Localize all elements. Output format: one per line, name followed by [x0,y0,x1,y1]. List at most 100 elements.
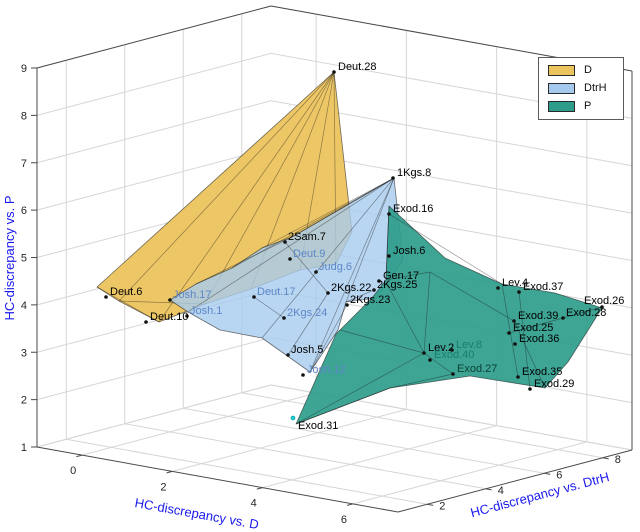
point-marker [391,176,395,180]
legend-label-d: D [584,64,592,76]
y-axis-label: HC-discrepancy vs. DtrH [469,469,611,520]
grid-line-x [172,408,407,472]
point-label: 2Kgs.23 [350,294,390,306]
point-marker [286,353,290,357]
point-marker [301,373,305,377]
grid-line-y [241,392,603,459]
point-marker [387,254,391,258]
mesh-edge-p [508,317,564,334]
grid-line-x [352,441,588,505]
grid-line-z [36,337,272,401]
point-label: Exod.35 [522,366,562,378]
point-marker [282,316,286,320]
point-label: Exod.39 [518,310,558,322]
surface-p [295,205,603,425]
z-tick-label: 1 [21,442,27,454]
mesh-edge-p [562,306,603,319]
mesh-edge-dtrh [291,177,395,238]
y-tick-mark [427,503,434,506]
grid-line-y [66,438,428,505]
mesh-edge-dtrh [261,177,395,249]
y-tick-label: 8 [615,454,621,466]
mesh-edge-p [295,352,425,425]
point-label: Lev.8 [456,339,482,351]
mesh-edge-p [389,373,454,389]
point-label: 2Kgs.25 [377,279,417,291]
x-tick-mark [256,487,263,490]
z-axis-label: HC-discrepancy vs. P [2,196,17,321]
mesh-edge-p [385,281,425,354]
z-tick-label: 9 [21,63,27,75]
mesh-edge-dtrh [309,177,395,373]
grid-line-y [124,423,486,490]
point-label: Exod.25 [513,322,553,334]
point-label: Exod.27 [457,363,497,375]
mesh-edge-p [423,271,431,354]
mesh-edge-dtrh [195,236,293,285]
y-tick-label: 2 [439,500,445,512]
point-label: Gen.17 [383,270,419,282]
point-label: Lev.2 [428,342,454,354]
point-marker [288,257,292,261]
point-label: Deut.9 [293,248,325,260]
grid-line-z [36,100,272,164]
point-marker [422,351,426,355]
mesh-edge-p [295,387,391,425]
point-marker [372,288,376,292]
mesh-edge-p [339,329,425,354]
point-label: Deut.17 [257,286,296,298]
y-tick-mark [602,457,609,460]
mesh-edge-d [158,71,335,323]
point-label: Deut.28 [338,61,377,73]
point-label: Josh.17 [173,289,212,301]
z-tick-label: 5 [21,253,27,265]
point-marker [345,303,349,307]
box-edge [36,446,399,513]
point-marker [451,372,455,376]
point-marker [252,295,256,299]
point-marker [450,348,454,352]
grid-line-y [183,407,545,474]
y-tick-mark [485,488,492,491]
mesh-edge-dtrh [187,177,395,313]
legend-label-p: P [584,100,592,112]
legend: D DtrH P [538,57,624,120]
mesh-edge-dtrh [309,304,348,373]
x-tick-label: 4 [251,498,257,510]
mesh-edge-dtrh [253,296,285,319]
mesh-edge-dtrh [345,289,375,303]
point-label: 2Kgs.22 [331,282,371,294]
mesh-edge-p [388,213,503,285]
grid-line-z [36,52,272,116]
z-tick-label: 6 [21,205,27,217]
point-label: Exod.40 [434,349,474,361]
box-edge-back [36,384,272,448]
x-tick-mark [76,454,83,458]
surface-dtrh [169,177,404,373]
y-tick-label: 6 [556,469,562,481]
point-marker [600,305,604,309]
x-tick-label: 0 [70,465,76,477]
mesh-edge-dtrh [231,177,395,269]
mesh-edge-d [118,71,335,302]
point-marker [290,415,296,421]
point-marker [528,387,532,391]
point-marker [332,70,336,74]
z-tick-label: 4 [21,300,27,312]
point-label: 2Sam.7 [288,231,326,243]
mesh-edge-dtrh [287,292,329,356]
z-tick-label: 2 [21,395,27,407]
point-marker [517,290,521,294]
grid-line-x [81,392,317,456]
point-marker [507,331,511,335]
x-tick-mark [166,470,173,474]
mesh-edge-p [513,320,546,389]
point-label: Exod.29 [534,378,574,390]
point-marker [512,319,516,323]
point-marker [104,295,108,299]
point-label: Deut.10 [150,311,189,323]
x-axis-label: HC-discrepancy vs. D [134,495,260,532]
point-marker [314,270,318,274]
box-edge [397,449,633,513]
